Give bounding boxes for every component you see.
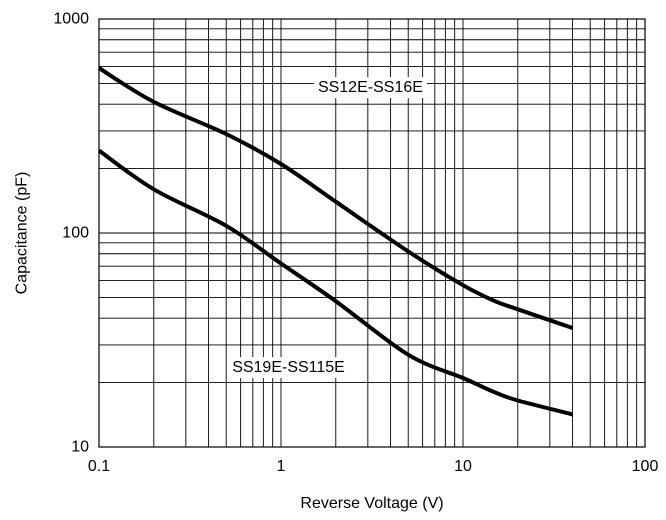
x-tick-label: 100 [632, 458, 659, 475]
series-line-1 [97, 66, 574, 330]
x-tick-labels: 0.1 1 10 100 [88, 458, 659, 475]
x-tick-label: 0.1 [88, 458, 110, 475]
series-label-background [313, 77, 427, 99]
series-line-2 [97, 148, 574, 417]
series-lines [97, 66, 574, 417]
y-tick-label: 10 [71, 439, 89, 456]
series-label-1: SS12E-SS16E [318, 79, 423, 96]
y-tick-label: 1000 [53, 11, 89, 28]
series-label-2: SS19E-SS115E [232, 359, 345, 376]
series-label-background [228, 357, 349, 379]
x-axis-label: Reverse Voltage (V) [300, 495, 443, 512]
series-annotations: SS12E-SS16E SS19E-SS115E [228, 77, 427, 379]
y-axis-label: Capacitance (pF) [14, 172, 31, 295]
plot-frame [98, 18, 646, 448]
x-tick-label: 10 [454, 458, 472, 475]
y-tick-labels: 10 100 1000 [53, 11, 89, 456]
x-tick-label: 1 [277, 458, 286, 475]
y-tick-label: 100 [62, 225, 89, 242]
